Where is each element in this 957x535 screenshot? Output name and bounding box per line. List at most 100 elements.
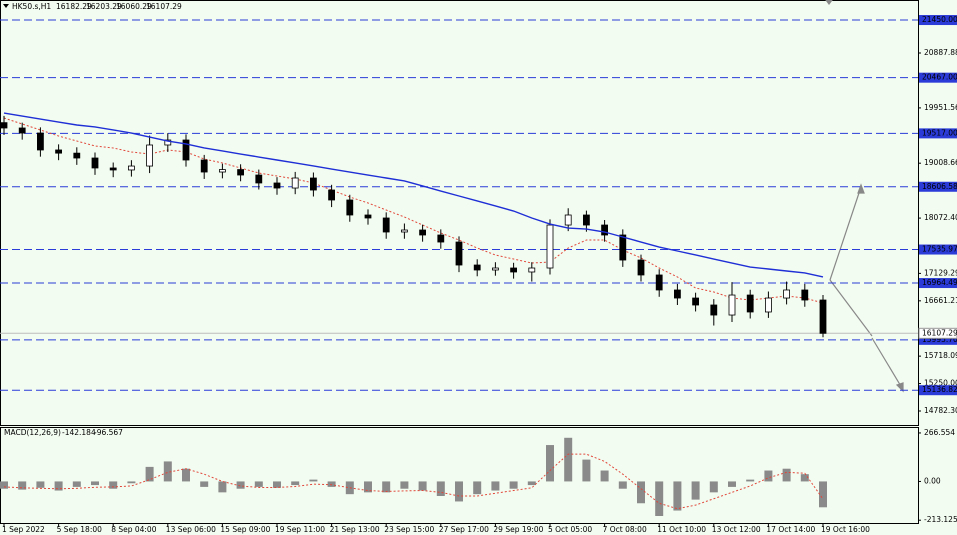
- level-label-box: [919, 181, 957, 192]
- y-tick-label: 19008.66: [924, 158, 957, 167]
- macd-bar: [491, 481, 500, 491]
- macd-bar: [91, 481, 99, 486]
- candle-body: [346, 199, 354, 216]
- macd-bar: [819, 481, 827, 508]
- y-tick-label: 17129.29: [924, 268, 957, 277]
- y-tick-label: 15250.00: [924, 379, 957, 388]
- candle-body: [419, 229, 427, 236]
- indicator-title: MACD(12,26,9): [4, 428, 61, 437]
- macd-bar: [54, 481, 63, 491]
- macd-bar: [72, 481, 81, 487]
- candle-body: [765, 297, 772, 313]
- x-tick-label: 8 Sep 04:00: [111, 525, 157, 534]
- current-price-label: 16107.29: [922, 328, 957, 337]
- candle-body: [273, 182, 281, 189]
- x-tick-label: 11 Oct 10:00: [657, 525, 706, 534]
- macd-bar: [163, 461, 172, 482]
- x-tick-label: 13 Sep 06:00: [166, 525, 216, 534]
- candle-body: [746, 294, 754, 313]
- macd-bar: [127, 481, 136, 484]
- menu-arrow[interactable]: [3, 4, 9, 8]
- candle-body: [491, 267, 499, 271]
- header-ohlc: 16203.29: [86, 2, 122, 11]
- candle-body: [801, 289, 809, 301]
- x-tick-label: 19 Oct 16:00: [821, 525, 870, 534]
- candle-body: [255, 174, 263, 184]
- y-tick-label: 16661.21: [924, 296, 957, 305]
- macd-bar: [546, 445, 554, 482]
- candle-body: [37, 132, 44, 151]
- macd-main-value: -142.184: [62, 428, 96, 437]
- level-label-box: [919, 128, 957, 139]
- level-label-box: [919, 244, 957, 255]
- candle-body: [510, 267, 518, 273]
- y-tick-label: 15718.09: [924, 351, 957, 360]
- macd-bar: [618, 481, 627, 489]
- macd-bar: [145, 466, 154, 482]
- candle-body: [710, 304, 718, 316]
- x-tick-label: 23 Sep 15:00: [384, 525, 434, 534]
- indicator-plot-frame: [0, 427, 919, 524]
- macd-bar: [600, 470, 609, 482]
- candle-body: [692, 297, 699, 306]
- candle-body: [55, 149, 62, 154]
- macd-bar: [782, 468, 791, 482]
- macd-bar: [291, 481, 300, 486]
- header-ohlc: 16107.29: [146, 2, 182, 11]
- candle-body: [73, 152, 81, 159]
- macd-bar: [273, 481, 281, 488]
- candle-body: [200, 159, 208, 173]
- x-tick-label: 13 Oct 12:00: [712, 525, 761, 534]
- y-tick-label: -213.125: [924, 515, 957, 524]
- arrow-down: [829, 279, 873, 337]
- candle-body: [164, 139, 172, 146]
- candle-body: [127, 165, 135, 171]
- macd-bar: [709, 481, 718, 493]
- x-tick-label: 19 Sep 11:00: [275, 525, 325, 534]
- candle-body: [583, 214, 590, 226]
- macd-bar: [527, 481, 536, 486]
- y-tick-label: 266.554: [924, 428, 955, 437]
- candle-body: [728, 294, 736, 316]
- macd-bar: [746, 479, 755, 482]
- y-tick-label: 14782.30: [924, 406, 957, 415]
- arrow-down: [871, 337, 903, 389]
- candle-body: [400, 229, 408, 233]
- candle-body: [473, 264, 481, 271]
- macd-bar: [673, 481, 682, 511]
- candle-body: [146, 144, 154, 167]
- macd-bar: [327, 481, 336, 487]
- macd-bar: [655, 481, 664, 516]
- candle-body: [546, 224, 554, 269]
- main-plot-frame: [0, 0, 919, 426]
- x-tick-label: 21 Sep 13:00: [330, 525, 380, 534]
- macd-bar: [637, 481, 645, 504]
- ma-slow-line: [3, 112, 824, 278]
- y-tick-label: 20887.88: [924, 48, 957, 57]
- candle-body: [0, 122, 8, 129]
- macd-bar: [473, 481, 482, 495]
- arrow-up: [829, 186, 862, 281]
- candle-body: [382, 217, 390, 233]
- x-tick-label: 5 Oct 05:00: [548, 525, 592, 534]
- level-label-box: [919, 72, 957, 83]
- macd-bar: [364, 481, 372, 493]
- candle-body: [109, 167, 117, 171]
- candle-body: [328, 189, 336, 201]
- macd-bar: [182, 468, 190, 482]
- level-label-box: [919, 334, 957, 345]
- level-label-box: [919, 385, 957, 396]
- x-tick-label: 15 Sep 09:00: [220, 525, 270, 534]
- level-label: 15136.82: [922, 385, 957, 394]
- candle-body: [291, 177, 299, 189]
- candle-body: [528, 267, 536, 273]
- x-tick-label: 1 Sep 2022: [2, 525, 45, 534]
- level-label: 21450.00: [922, 15, 957, 24]
- level-label: 15995.70: [922, 335, 957, 344]
- level-label-box: [919, 15, 957, 26]
- candle-body: [18, 127, 26, 134]
- level-label: 17535.97: [922, 245, 957, 254]
- macd-bar: [582, 459, 591, 482]
- macd-bar: [691, 481, 700, 500]
